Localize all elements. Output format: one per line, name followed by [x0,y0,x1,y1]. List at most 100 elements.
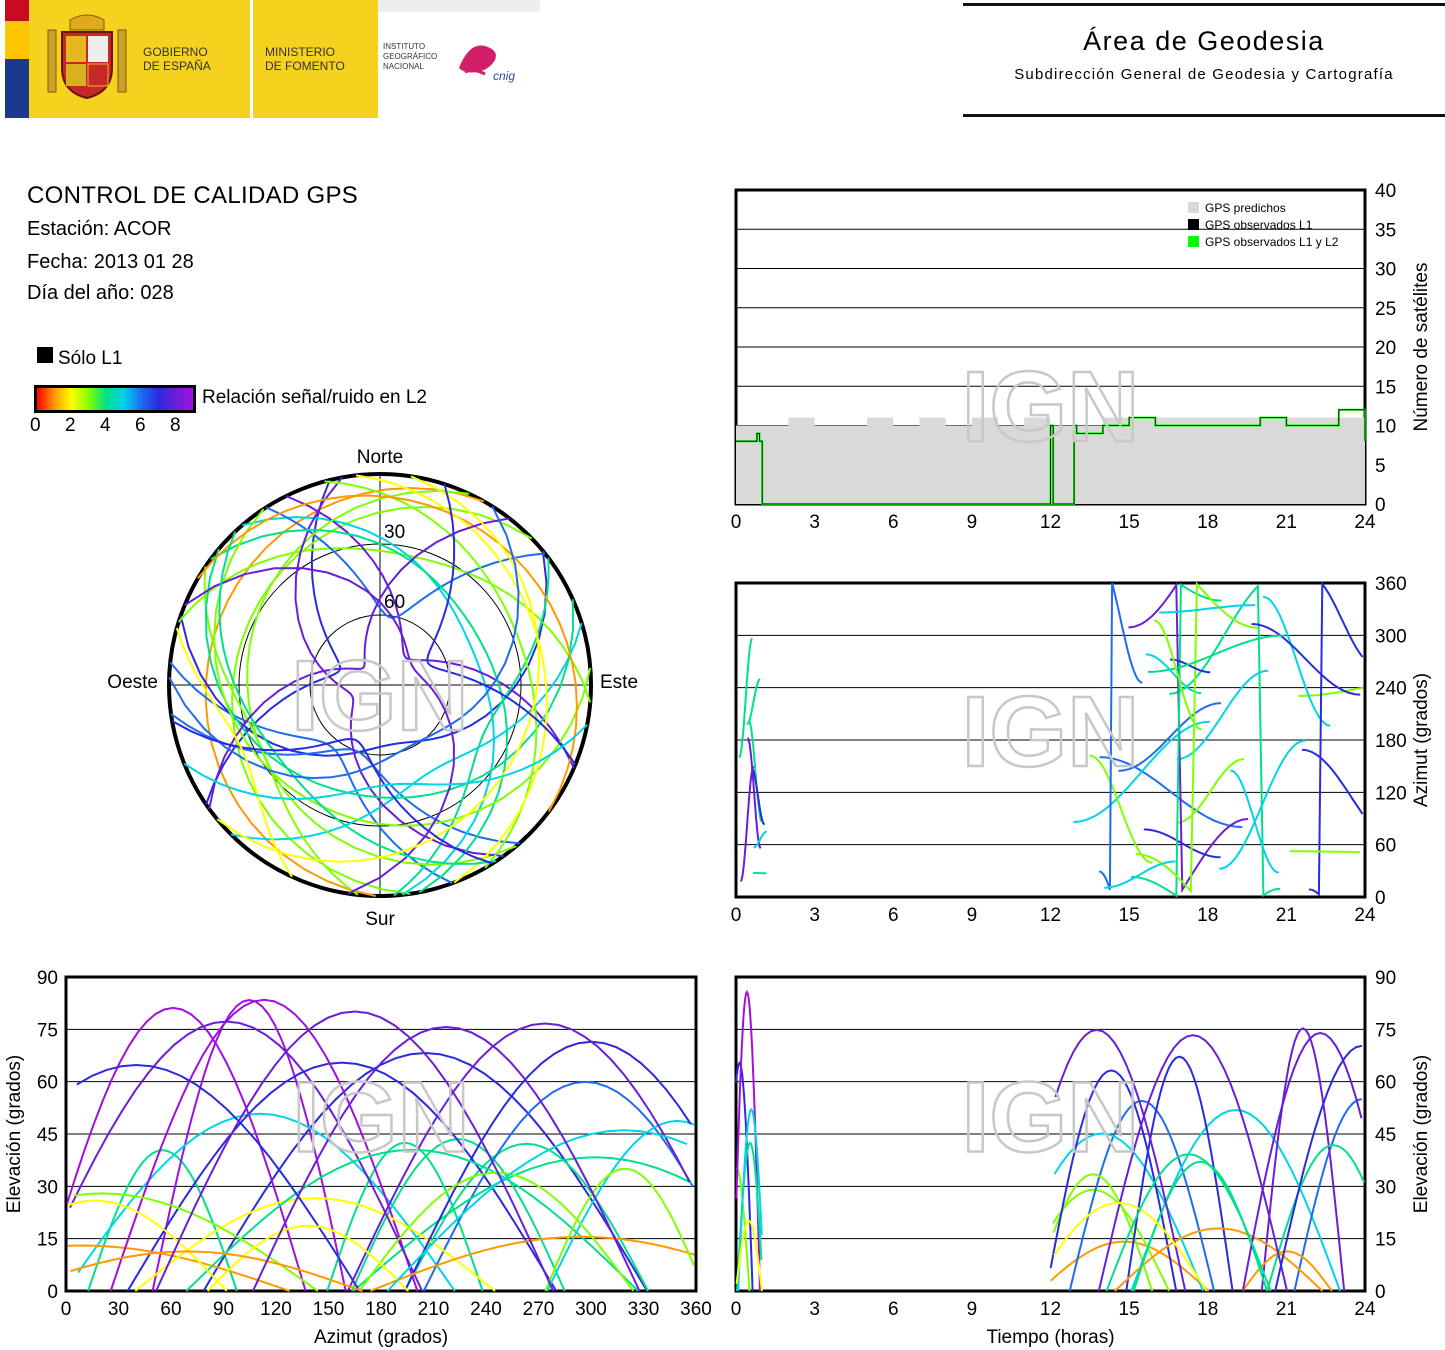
y-tick-label: 40 [1375,181,1396,202]
elevation-azimuth-track [77,1112,456,1292]
ign-watermark: IGN [962,1061,1140,1173]
x-tick-label: 150 [313,1299,345,1320]
azimuth-track [1290,850,1361,854]
ring-label-60: 60 [384,592,405,613]
elevation-azimuth-track [386,1129,688,1292]
x-tick-label: 3 [809,905,820,926]
ministry-line1: MINISTERIO [265,45,336,59]
ign-logo-area [378,12,540,118]
y-tick-label: 10 [1375,417,1396,438]
snr-tick: 4 [100,415,111,436]
sky-track [265,506,546,619]
elevation-azimuth-track [126,1061,558,1292]
sky-track [168,505,520,780]
legend: GPS predichos GPS observados L1 GPS observ… [1188,201,1339,249]
sky-track [426,483,577,766]
elevation-time-track [1068,1099,1216,1292]
elevation-azimuth-track [66,1006,307,1292]
y-tick-label: 60 [1375,1073,1396,1094]
south-label: Sur [365,909,395,930]
x-tick-label: 21 [1276,1299,1297,1320]
y-tick-label: 15 [1375,377,1396,398]
elevation-time-track [1054,1028,1187,1292]
snr-ticks: 0 2 4 6 8 [30,415,200,437]
x-tick-label: 120 [260,1299,292,1320]
azimuth-track [1251,623,1361,696]
snr-label: Relación señal/ruido en L2 [202,387,427,408]
elevation-time-track [1241,1250,1333,1292]
y-tick-label: 90 [1375,968,1396,989]
sky-track [169,661,453,885]
azimuth-track [1143,828,1221,859]
azimuth-track [1098,582,1143,891]
azimuth-track [1301,748,1364,815]
y-tick-label: 45 [37,1125,58,1146]
azimuth-track [1135,581,1259,894]
elevation-time-track [735,1061,754,1292]
elevation-azimuth-track [403,1040,692,1292]
elevation-time-track [1260,1027,1346,1292]
x-tick-label: 6 [888,905,899,926]
x-tick-label: 0 [61,1299,72,1320]
y-tick-label: 15 [37,1230,58,1251]
y-tick-label: 0 [1375,495,1386,516]
x-tick-label: 6 [888,512,899,533]
doy-text: Día del año: 028 [27,282,174,304]
x-tick-label: 9 [967,512,978,533]
elevation-time-track [1053,1201,1208,1292]
elevation-time-track [1052,1188,1170,1292]
sky-track [208,517,510,810]
elevation-azimuth-track [404,1142,649,1292]
gobierno-espana-text: GOBIERNO DE ESPAÑA [143,45,211,73]
elevation-azimuth-track [544,1167,695,1292]
only-l1-label: Sólo L1 [58,348,123,369]
x-tick-label: 18 [1197,1299,1218,1320]
snr-tick: 8 [170,415,181,436]
azimuth-track [1177,758,1245,824]
sky-track [171,720,493,865]
ign-watermark: IGN [292,1061,470,1173]
azimuth-track [751,767,765,826]
ministerio-text: MINISTERIO DE FOMENTO [265,45,345,73]
x-tick-label: 24 [1354,512,1376,533]
elevation-azimuth-track [109,998,419,1292]
elevation-time-chart: 0 15 30 45 60 75 90 0 3 6 9 12 15 18 21 24 Elevación (gr… [731,968,1432,1348]
y-tick-label: 75 [1375,1020,1396,1041]
sky-track [218,531,497,865]
legend-entry: GPS predichos [1205,201,1286,215]
y-tick-label: 0 [47,1282,58,1303]
sky-track [210,528,509,894]
spain-coat-of-arms-logo [47,14,127,100]
report-title: CONTROL DE CALIDAD GPS [27,182,359,209]
east-label: Este [600,672,638,693]
ign-top-strip [378,0,540,12]
legend-entry: GPS observados L1 [1205,218,1313,232]
elevation-time-track [1241,1031,1363,1292]
y-axis-label: Número de satélites [1411,263,1432,432]
snr-colorbar [34,385,196,413]
ign-text: INSTITUTO GEOGRÁFICO NACIONAL [383,42,437,72]
elevation-time-track [1105,1153,1272,1292]
title-bottom-rule [963,114,1445,117]
azimuth-track [1308,580,1364,897]
north-label: Norte [357,447,403,468]
elevation-time-track [735,989,761,1292]
y-tick-label: 360 [1375,575,1407,595]
y-tick-label: 5 [1375,456,1386,477]
x-tick-label: 18 [1197,512,1218,533]
area-title: Área de Geodesia [1083,26,1325,56]
elevation-azimuth-track [251,1025,641,1292]
sky-track [285,495,575,769]
elevation-azimuth-track [87,1149,238,1292]
legend-entry: GPS observados L1 y L2 [1205,235,1339,249]
x-tick-label: 0 [731,512,742,533]
azimuth-track [1230,769,1280,874]
elevation-time-track [1049,1069,1178,1292]
x-tick-label: 24 [1354,905,1376,926]
elevation-azimuth-track [346,1022,691,1292]
elevation-azimuth-track [422,1080,694,1292]
azimuth-track [1099,756,1243,828]
x-tick-label: 18 [1197,905,1218,926]
y-tick-label: 30 [1375,1177,1396,1198]
elevation-azimuth-track [326,1141,484,1292]
